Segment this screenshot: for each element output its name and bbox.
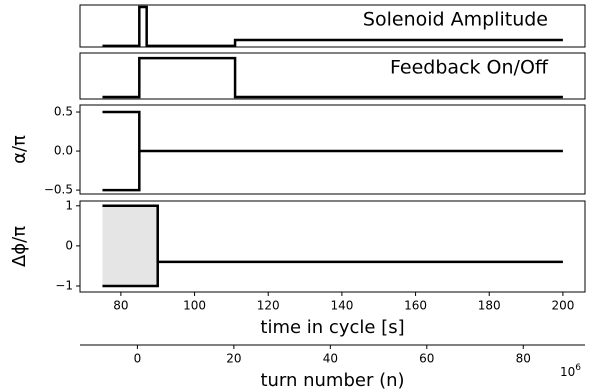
x-axis-label: time in cycle [s] [260,317,404,338]
x-tick-label: 80 [113,299,128,313]
line [102,204,563,264]
line [102,110,563,153]
x-tick-label: 180 [478,299,501,313]
y-tick-label: 0.5 [54,105,73,119]
line [102,56,563,99]
x-axis-label: turn number (n) [260,370,404,391]
x-tick-label: 0 [134,352,142,366]
line [102,151,141,192]
y-axis-label: Δϕ/π [9,226,30,267]
fill-area [102,205,158,286]
annotation: Solenoid Amplitude [363,9,548,31]
offset-label: 106 [560,363,581,379]
offset-exponent: 6 [575,363,581,373]
line [102,205,159,288]
panel-frame [79,52,586,100]
x-tick-label: 40 [323,352,338,366]
x-tick-label: 100 [183,299,206,313]
y-tick-label: −0.5 [44,183,73,197]
x-tick-label: 140 [330,299,353,313]
panel-frame [79,104,586,195]
y-tick-label: 0.0 [54,144,73,158]
line [102,5,563,48]
x-tick-label: 200 [551,299,574,313]
y-tick-label: −1 [55,278,73,292]
x-tick-label: 160 [404,299,427,313]
y-tick-label: 0 [65,238,73,252]
x-tick-label: 120 [257,299,280,313]
panel-frame [79,200,586,293]
panel-frame [79,4,586,48]
offset-base: 10 [560,365,575,379]
annotation: Feedback On/Off [390,57,549,79]
x-tick-label: 60 [419,352,434,366]
x-tick-label: 80 [516,352,531,366]
y-axis-label: α/π [9,135,30,164]
y-tick-label: 1 [65,198,73,212]
x-tick-label: 20 [226,352,241,366]
